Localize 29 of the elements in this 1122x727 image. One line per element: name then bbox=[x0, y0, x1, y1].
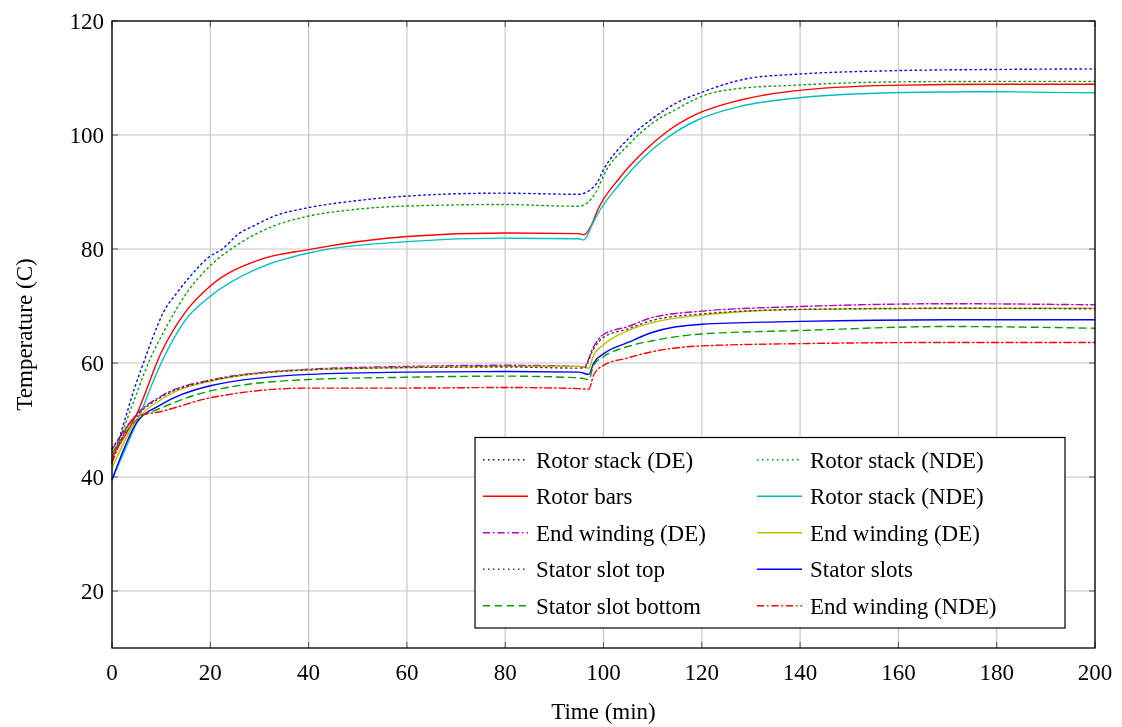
x-tick-label: 20 bbox=[198, 660, 222, 685]
y-tick-label: 40 bbox=[81, 465, 104, 490]
x-tick-label: 100 bbox=[586, 660, 621, 685]
y-tick-label: 20 bbox=[81, 579, 104, 604]
x-tick-label: 140 bbox=[782, 660, 818, 685]
y-axis-title: Temperature (C) bbox=[12, 258, 37, 411]
x-tick-label: 0 bbox=[106, 660, 118, 685]
y-tick-label: 80 bbox=[81, 237, 104, 262]
legend-label: End winding (NDE) bbox=[810, 593, 997, 619]
legend-label: Rotor stack (NDE) bbox=[810, 447, 984, 473]
x-axis-title: Time (min) bbox=[551, 699, 656, 724]
x-tick-label: 200 bbox=[1077, 660, 1113, 685]
x-tick-label: 120 bbox=[684, 660, 720, 685]
legend-label: Stator slots bbox=[810, 557, 913, 583]
legend-label: End winding (DE) bbox=[810, 520, 980, 546]
y-tick-label: 100 bbox=[69, 123, 104, 148]
legend-label: Rotor stack (DE) bbox=[536, 447, 694, 473]
legend-label: End winding (DE) bbox=[536, 520, 706, 546]
legend-label: Stator slot bottom bbox=[536, 593, 701, 619]
x-tick-label: 160 bbox=[881, 660, 916, 685]
y-tick-label: 60 bbox=[81, 351, 104, 376]
legend-label: Rotor bars bbox=[536, 484, 633, 510]
legend-label: Rotor stack (NDE) bbox=[810, 484, 984, 510]
x-tick-label: 40 bbox=[297, 660, 321, 685]
x-tick-label: 180 bbox=[979, 660, 1014, 685]
legend-label: Stator slot top bbox=[536, 557, 666, 583]
x-tick-label: 60 bbox=[395, 660, 419, 685]
y-tick-label: 120 bbox=[69, 9, 104, 34]
x-tick-label: 80 bbox=[493, 660, 517, 685]
